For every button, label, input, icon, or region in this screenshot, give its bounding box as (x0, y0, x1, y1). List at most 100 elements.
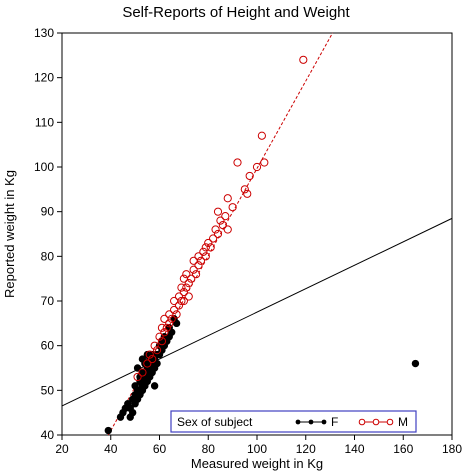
point-m (196, 256, 206, 265)
point-m (167, 314, 176, 323)
point-m (189, 265, 198, 274)
y-tick-label: 120 (34, 71, 54, 85)
point-m (240, 185, 249, 194)
y-tick-label: 50 (41, 383, 55, 397)
y-axis-label: Reported weight in Kg (2, 170, 17, 298)
x-tick-label: 80 (202, 442, 216, 456)
point-m (179, 287, 188, 297)
point-m (165, 319, 174, 328)
point-f (150, 382, 159, 390)
x-tick-label: 40 (104, 442, 118, 456)
legend-f-marker (295, 419, 301, 425)
point-m (177, 296, 186, 306)
point-m (174, 301, 184, 310)
point-m (194, 261, 203, 270)
legend-m-symbol (358, 418, 394, 426)
chart-title: Self-Reports of Height and Weight (122, 4, 350, 21)
point-m (143, 359, 152, 368)
point-m (157, 323, 167, 332)
point-m (223, 225, 232, 234)
point-m (243, 189, 252, 198)
point-m (204, 238, 213, 248)
point-m (213, 207, 223, 216)
point-m (138, 368, 147, 377)
legend-box (170, 410, 417, 433)
point-m (191, 270, 201, 279)
point-m (162, 323, 171, 332)
point-m (152, 346, 162, 355)
x-tick-label: 100 (247, 442, 267, 456)
point-m (155, 332, 164, 341)
point-m (174, 292, 184, 301)
x-tick-label: 180 (442, 442, 462, 456)
point-m (211, 225, 220, 234)
point-m (218, 220, 227, 230)
x-tick-label: 140 (344, 442, 364, 456)
point-m (221, 212, 230, 221)
point-m (260, 158, 269, 167)
point-m (206, 243, 215, 252)
legend-label-m: M (398, 415, 408, 429)
data-points (104, 55, 420, 435)
point-f (153, 359, 161, 368)
reference-lines (61, 32, 453, 436)
point-m (170, 305, 179, 315)
point-m (182, 283, 191, 292)
legend: Sex of subject F M (170, 410, 417, 433)
point-m (133, 372, 142, 382)
legend-m-marker (372, 418, 380, 426)
point-m (150, 341, 159, 350)
point-m (184, 292, 193, 301)
y-tick-label: 80 (41, 249, 55, 263)
point-m (148, 354, 157, 364)
point-m (245, 171, 254, 181)
point-f (167, 328, 176, 336)
legend-f-symbol (295, 419, 327, 425)
x-axis-label: Measured weight in Kg (191, 456, 323, 471)
point-m (223, 194, 232, 203)
axis-ticks: 20 40 60 80 100 120 140 160 18040506070809010011… (34, 26, 462, 456)
point-f (104, 426, 113, 435)
point-m (201, 252, 210, 261)
y-tick-label: 110 (35, 115, 54, 129)
legend-title: Sex of subject (177, 415, 253, 429)
legend-m-marker (358, 418, 366, 426)
point-m (177, 283, 186, 292)
point-m (187, 274, 196, 283)
point-m (252, 162, 262, 172)
y-tick-label: 70 (41, 294, 55, 308)
point-m (233, 158, 242, 167)
point-m (157, 337, 167, 346)
y-tick-label: 60 (41, 339, 55, 353)
point-m (299, 55, 308, 64)
point-m (145, 350, 154, 359)
point-f (172, 319, 181, 328)
x-tick-label: 60 (153, 442, 167, 456)
point-m (170, 296, 179, 306)
point-m (199, 247, 208, 256)
point-m (201, 243, 210, 252)
legend-f-marker (321, 419, 327, 425)
point-f (128, 408, 137, 417)
point-m (216, 216, 225, 225)
identity-line (61, 217, 453, 407)
x-tick-label: 120 (296, 442, 316, 456)
x-tick-label: 20 (55, 442, 69, 456)
point-m (257, 131, 266, 140)
legend-label-f: F (331, 415, 338, 429)
point-m (228, 203, 237, 212)
point-m (209, 234, 218, 243)
y-tick-label: 90 (41, 205, 55, 219)
point-m (213, 229, 223, 239)
legend-m-marker (386, 418, 394, 426)
legend-f-marker (308, 419, 314, 425)
point-m (172, 310, 181, 319)
plot-frame (61, 32, 453, 436)
point-f (411, 359, 420, 368)
point-m (184, 279, 193, 288)
y-tick-label: 100 (34, 160, 54, 174)
point-m (189, 256, 198, 265)
point-m (160, 328, 169, 337)
y-tick-label: 130 (34, 26, 54, 40)
